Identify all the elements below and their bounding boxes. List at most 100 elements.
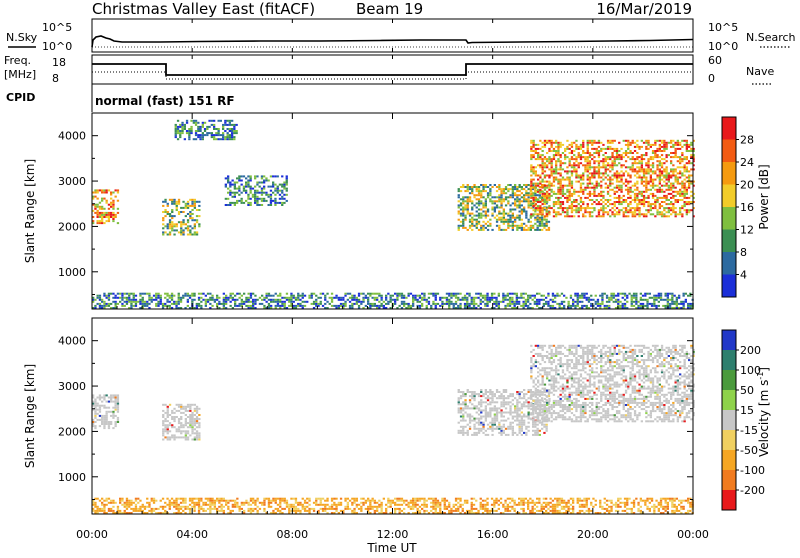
velocity-echo-cell — [467, 405, 469, 407]
velocity-echo-cell — [117, 394, 119, 396]
power-echo-cell — [688, 185, 690, 187]
power-echo-cell — [284, 303, 286, 305]
power-echo-cell — [509, 184, 511, 186]
power-echo-cell — [632, 199, 634, 201]
power-echo-cell — [97, 303, 99, 305]
power-echo-cell — [519, 198, 521, 200]
power-echo-cell — [227, 120, 229, 122]
power-echo-cell — [399, 293, 401, 295]
power-echo-cell — [636, 187, 638, 189]
power-echo-cell — [146, 293, 148, 295]
power-echo-cell — [611, 154, 613, 156]
velocity-echo-cell — [196, 418, 198, 420]
velocity-echo-cell — [519, 426, 521, 428]
velocity-echo-cell — [541, 428, 543, 430]
power-echo-cell — [672, 144, 674, 146]
power-echo-cell — [124, 297, 126, 299]
velocity-echo-cell — [551, 388, 553, 390]
power-echo-cell — [600, 172, 602, 174]
power-echo-cell — [681, 152, 683, 154]
velocity-echo-cell — [171, 418, 173, 420]
power-echo-cell — [546, 191, 548, 193]
power-echo-cell — [401, 301, 403, 303]
power-echo-cell — [685, 299, 687, 301]
power-echo-cell — [589, 195, 591, 197]
power-echo-cell — [108, 299, 110, 301]
velocity-echo-cell — [462, 403, 464, 405]
power-echo-cell — [629, 181, 631, 183]
power-echo-cell — [148, 293, 150, 295]
velocity-echo-cell — [539, 390, 541, 392]
power-echo-cell — [632, 215, 634, 217]
velocity-echo-cell — [460, 426, 462, 428]
power-echo-cell — [598, 160, 600, 162]
power-echo-cell — [569, 185, 571, 187]
power-echo-cell — [448, 303, 450, 305]
power-echo-cell — [514, 200, 516, 202]
velocity-echo-cell — [533, 363, 535, 365]
power-echo-cell — [539, 140, 541, 142]
power-echo-cell — [636, 162, 638, 164]
power-echo-cell — [530, 168, 532, 170]
velocity-echo-cell — [494, 407, 496, 409]
power-echo-cell — [530, 191, 532, 193]
power-echo-cell — [535, 185, 537, 187]
power-echo-cell — [126, 297, 128, 299]
power-echo-cell — [208, 120, 210, 122]
power-echo-cell — [475, 303, 477, 305]
velocity-echo-cell — [476, 432, 478, 434]
power-echo-cell — [358, 305, 360, 307]
cpid-label: CPID — [6, 91, 35, 104]
velocity-echo-cell — [530, 412, 532, 414]
velocity-echo-cell — [551, 355, 553, 357]
power-echo-cell — [468, 295, 470, 297]
power-echo-cell — [620, 197, 622, 199]
velocity-echo-cell — [487, 414, 489, 416]
velocity-echo-cell — [196, 422, 198, 424]
power-echo-cell — [645, 197, 647, 199]
power-echo-cell — [555, 140, 557, 142]
velocity-echo-cell — [500, 401, 502, 403]
velocity-echo-cell — [471, 391, 473, 393]
power-echo-cell — [509, 297, 511, 299]
power-echo-cell — [514, 305, 516, 307]
power-echo-cell — [206, 128, 208, 130]
velocity-echo-cell — [194, 404, 196, 406]
power-echo-cell — [593, 195, 595, 197]
power-echo-cell — [659, 183, 661, 185]
power-echo-cell — [412, 301, 414, 303]
power-echo-cell — [557, 154, 559, 156]
power-echo-cell — [491, 293, 493, 295]
power-echo-cell — [175, 303, 177, 305]
power-echo-cell — [288, 305, 290, 307]
power-echo-cell — [655, 299, 657, 301]
power-echo-cell — [252, 305, 254, 307]
power-echo-cell — [342, 299, 344, 301]
power-echo-cell — [602, 197, 604, 199]
power-echo-cell — [617, 303, 619, 305]
power-echo-cell — [670, 175, 672, 177]
power-echo-cell — [227, 136, 229, 138]
power-echo-cell — [543, 299, 545, 301]
velocity-echo-cell — [505, 412, 507, 414]
velocity-echo-cell — [462, 407, 464, 409]
power-echo-cell — [623, 201, 625, 203]
power-echo-cell — [578, 211, 580, 213]
velocity-echo-cell — [117, 403, 119, 405]
power-echo-cell — [191, 301, 193, 303]
y-tick-label: 3000 — [58, 175, 86, 188]
power-echo-cell — [521, 186, 523, 188]
power-echo-cell — [241, 180, 243, 182]
velocity-echo-cell — [555, 412, 557, 414]
power-echo-cell — [638, 203, 640, 205]
power-echo-cell — [666, 177, 668, 179]
power-echo-cell — [160, 301, 162, 303]
power-echo-cell — [167, 225, 169, 227]
power-echo-cell — [344, 301, 346, 303]
power-echo-cell — [583, 293, 585, 295]
power-echo-cell — [487, 229, 489, 231]
power-echo-cell — [636, 213, 638, 215]
power-echo-cell — [573, 162, 575, 164]
power-echo-cell — [175, 136, 177, 138]
power-echo-cell — [498, 196, 500, 198]
